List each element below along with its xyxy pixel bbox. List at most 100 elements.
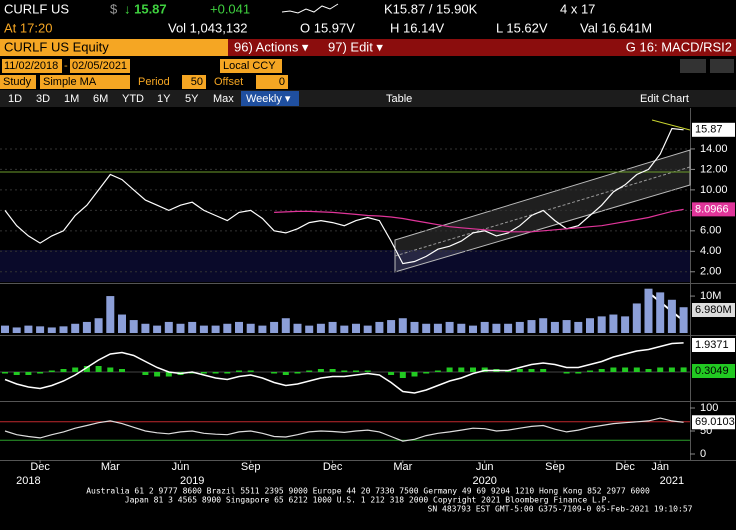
open: O 15.97V xyxy=(300,20,355,35)
offset-box[interactable] xyxy=(256,75,288,89)
volume-bar xyxy=(129,320,138,333)
histogram-bar xyxy=(528,369,535,372)
range-button[interactable]: 3D xyxy=(36,93,50,105)
volume-bar xyxy=(340,325,349,333)
histogram-bar xyxy=(434,370,441,372)
last-value-box xyxy=(692,303,735,317)
histogram-bar xyxy=(236,370,242,372)
security-box[interactable] xyxy=(0,39,228,56)
last-value-box xyxy=(692,122,735,137)
start-date[interactable]: 11/02/2018 xyxy=(4,60,58,72)
volume-bar xyxy=(305,325,314,333)
volume-bar xyxy=(223,323,232,333)
security[interactable]: CURLF US Equity xyxy=(4,39,109,54)
actions-menu[interactable]: 96) Actions ▾ xyxy=(234,39,309,54)
histogram-bar xyxy=(353,370,359,372)
last-value-label: 8.0966 xyxy=(695,203,729,215)
histogram-bar xyxy=(95,366,102,372)
range-button[interactable]: YTD xyxy=(122,93,144,105)
period-box[interactable] xyxy=(182,75,206,89)
histogram-bar xyxy=(470,367,476,372)
volume-bar xyxy=(433,323,442,333)
histogram-bar xyxy=(60,369,67,372)
histogram-bar xyxy=(306,370,313,372)
volume-bar xyxy=(539,318,548,333)
range-button[interactable]: Max xyxy=(213,93,234,105)
last-value-label: 0.3049 xyxy=(695,365,729,377)
undo-button[interactable] xyxy=(680,59,706,73)
histogram-bar xyxy=(294,372,301,374)
last-price: ↓ 15.87 xyxy=(124,1,167,16)
y-tick-label: 4.00 xyxy=(700,245,721,257)
volume-bar xyxy=(293,323,302,333)
volume-bar xyxy=(235,321,243,333)
table-button[interactable]: Table xyxy=(386,93,412,105)
menu-bar xyxy=(228,39,736,56)
histogram-bar xyxy=(48,370,55,372)
x-tick-label: Jan xyxy=(651,461,669,473)
sparkline xyxy=(281,3,339,14)
trend-line xyxy=(651,119,691,131)
volume-bar xyxy=(632,303,641,333)
currency: $ xyxy=(110,1,118,16)
x-tick-label: Dec xyxy=(323,461,343,473)
volume-bar xyxy=(316,323,325,333)
volume-bar xyxy=(118,314,126,333)
study-box[interactable] xyxy=(40,75,130,89)
volume-bar xyxy=(527,320,536,333)
volume-bar xyxy=(199,325,208,333)
volume-bar xyxy=(656,292,665,333)
range-button[interactable]: 1Y xyxy=(157,93,171,105)
volume-bar xyxy=(352,323,360,333)
range-button[interactable]: 1M xyxy=(64,93,79,105)
histogram-bar xyxy=(119,369,125,372)
period[interactable]: 50 xyxy=(191,76,203,88)
frequency-box[interactable] xyxy=(241,91,299,106)
bid-ask: K15.87 / 15.90K xyxy=(384,1,478,16)
y-tick-label: 14.00 xyxy=(700,143,728,155)
histogram-bar xyxy=(224,372,231,374)
volume-bar xyxy=(246,323,255,333)
volume-bar xyxy=(258,325,267,333)
study[interactable]: Simple MA xyxy=(43,76,97,88)
histogram-bar xyxy=(2,372,8,374)
histogram-bar xyxy=(411,372,418,377)
histogram-bar xyxy=(587,370,593,372)
volume-bar xyxy=(24,325,33,333)
volume-bar xyxy=(504,323,513,333)
range-button[interactable]: 5Y xyxy=(185,93,199,105)
last-value-box xyxy=(692,415,735,430)
year-label: 2021 xyxy=(660,475,684,487)
redo-button[interactable] xyxy=(710,59,734,73)
line xyxy=(4,417,684,442)
size: 4 x 17 xyxy=(560,1,595,16)
high: H 16.14V xyxy=(390,20,445,35)
edit-menu[interactable]: 97) Edit ▾ xyxy=(328,39,383,54)
histogram-bar xyxy=(388,372,395,375)
volume-bar xyxy=(492,323,501,333)
edit-chart[interactable]: Edit Chart xyxy=(640,93,689,105)
x-tick-label: Sep xyxy=(241,461,261,473)
price-lower-shade xyxy=(0,250,690,282)
currency-box[interactable] xyxy=(220,59,282,73)
low: L 15.62V xyxy=(496,20,548,35)
end-date[interactable]: 02/05/2021 xyxy=(72,60,127,72)
frequency[interactable]: Weekly ▾ xyxy=(246,93,291,105)
offset[interactable]: 0 xyxy=(279,76,285,88)
range-button[interactable]: 1D xyxy=(8,93,22,105)
start-date-box[interactable] xyxy=(2,59,62,73)
histogram-bar xyxy=(317,369,324,372)
year-label: 2020 xyxy=(472,475,496,487)
volume-bar xyxy=(375,321,384,333)
last-value-box xyxy=(692,202,735,217)
histogram-bar xyxy=(142,372,149,375)
line xyxy=(4,127,684,265)
y-tick-label: 12.00 xyxy=(700,163,728,175)
currency-setting[interactable]: Local CCY xyxy=(223,60,276,72)
last-value-label: 69.0103 xyxy=(695,416,735,428)
volume-bar xyxy=(410,321,419,333)
volume-bar xyxy=(12,327,21,333)
range-button[interactable]: 6M xyxy=(93,93,108,105)
end-date-box[interactable] xyxy=(70,59,130,73)
time: At 17:20 xyxy=(4,20,52,35)
